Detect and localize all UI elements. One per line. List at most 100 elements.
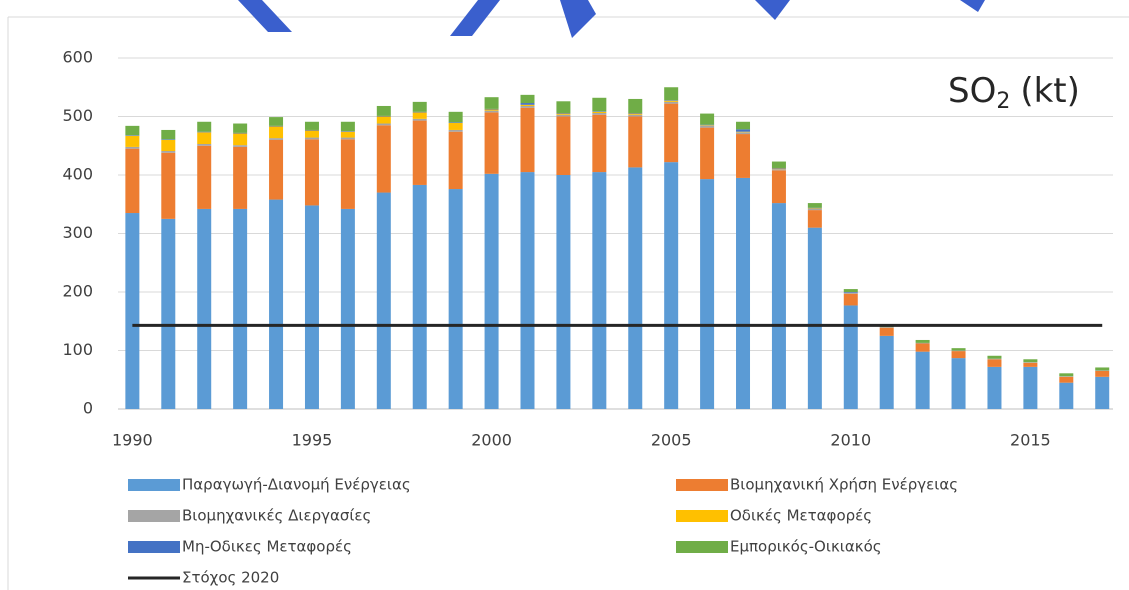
bar-segment [736,121,751,130]
bar-segment [700,125,715,128]
bar-segment [628,167,643,409]
bar-segment [520,94,535,104]
bar-segment [269,138,284,140]
bar-segment [736,131,751,133]
bar-segment [304,130,319,138]
bar-segment [951,350,966,352]
bar-segment [161,139,176,152]
y-tick-label: 600 [62,48,93,67]
decoration [238,0,292,32]
bar-segment [304,205,319,409]
bar-segment [771,169,786,171]
bar-segment [125,148,140,214]
bar-segment [484,173,499,409]
bar-segment [915,351,930,409]
bar-segment [628,116,643,168]
legend-label: Οδικές Μεταφορές [730,507,872,525]
bar-segment [771,203,786,409]
bar-segment [233,145,248,147]
bar-segment [592,97,607,112]
legend-label: Βιομηχανική Χρήση Ενέργειας [730,476,958,494]
legend-swatch [128,479,180,491]
bar-segment [879,335,894,409]
bar-segment [269,125,284,127]
bar-segment [484,109,499,111]
bar-segment [412,111,427,113]
y-tick-label: 300 [62,223,93,242]
bar-segment [197,132,212,144]
bar-segment [664,87,679,101]
decoration [560,0,596,38]
y-tick-label: 400 [62,165,93,184]
bar-segment [592,111,607,112]
bar-segment [592,172,607,409]
bar-segment [700,127,715,180]
bar-segment [700,179,715,409]
bar-segment [915,343,930,352]
y-tick-label: 500 [62,106,93,125]
bar-segment [556,116,571,175]
bar-segment [304,121,319,130]
bar-segment [664,162,679,409]
bar-segment [556,113,571,115]
bar-segment [664,101,679,104]
bar-segment [915,339,930,343]
bar-segment [233,146,248,209]
bar-segment [161,139,176,140]
x-tick-label: 2005 [651,431,692,450]
bar-segment [376,192,391,409]
bar-segment [233,132,248,134]
bar-segment [304,137,319,140]
bar-segment [915,342,930,344]
bar-segment [269,139,284,200]
bar-segment [448,111,463,123]
bar-segment [807,210,822,228]
bar-segment [843,292,858,294]
bar-segment [448,122,463,130]
bar-segment [448,131,463,190]
bar-segment [592,114,607,173]
title-unit: (kt) [1020,71,1080,111]
legend-swatch [128,541,180,553]
bar-segment [843,305,858,409]
bar-segment [556,112,571,114]
bar-segment [340,121,355,132]
bar-segment [340,137,355,140]
bar-segment [843,289,858,292]
bar-segment [161,151,176,153]
decoration [450,0,500,36]
bar-segment [556,101,571,113]
bar-segment [556,114,571,117]
decoration [755,0,790,20]
bar-segment [520,103,535,105]
bar-segment [340,208,355,409]
x-tick-label: 2015 [1010,431,1051,450]
bar-segment [807,207,822,209]
bar-segment [376,116,391,124]
bar-segment [1023,359,1038,363]
y-tick-label: 200 [62,282,93,301]
bar-segment [771,168,786,170]
bar-segment [520,107,535,173]
bar-segment [412,101,427,112]
bar-segment [520,172,535,409]
bar-segment [340,131,355,138]
bar-segment [125,125,140,136]
bar-segment [951,358,966,409]
bar-segment [736,129,751,132]
bar-segment [376,125,391,193]
bar-segment [987,359,1002,367]
bar-segment [664,100,679,101]
bar-segment [1059,376,1074,377]
title-sub: 2 [996,89,1010,114]
bar-segment [1059,376,1074,383]
bar-segment [161,152,176,219]
legend-label: Στόχος 2020 [182,569,279,587]
bar-segment [843,292,858,293]
legend-swatch [676,479,728,491]
bar-segment [628,112,643,114]
bar-segment [807,227,822,409]
bar-segment [269,117,284,126]
bar-segment [556,175,571,409]
